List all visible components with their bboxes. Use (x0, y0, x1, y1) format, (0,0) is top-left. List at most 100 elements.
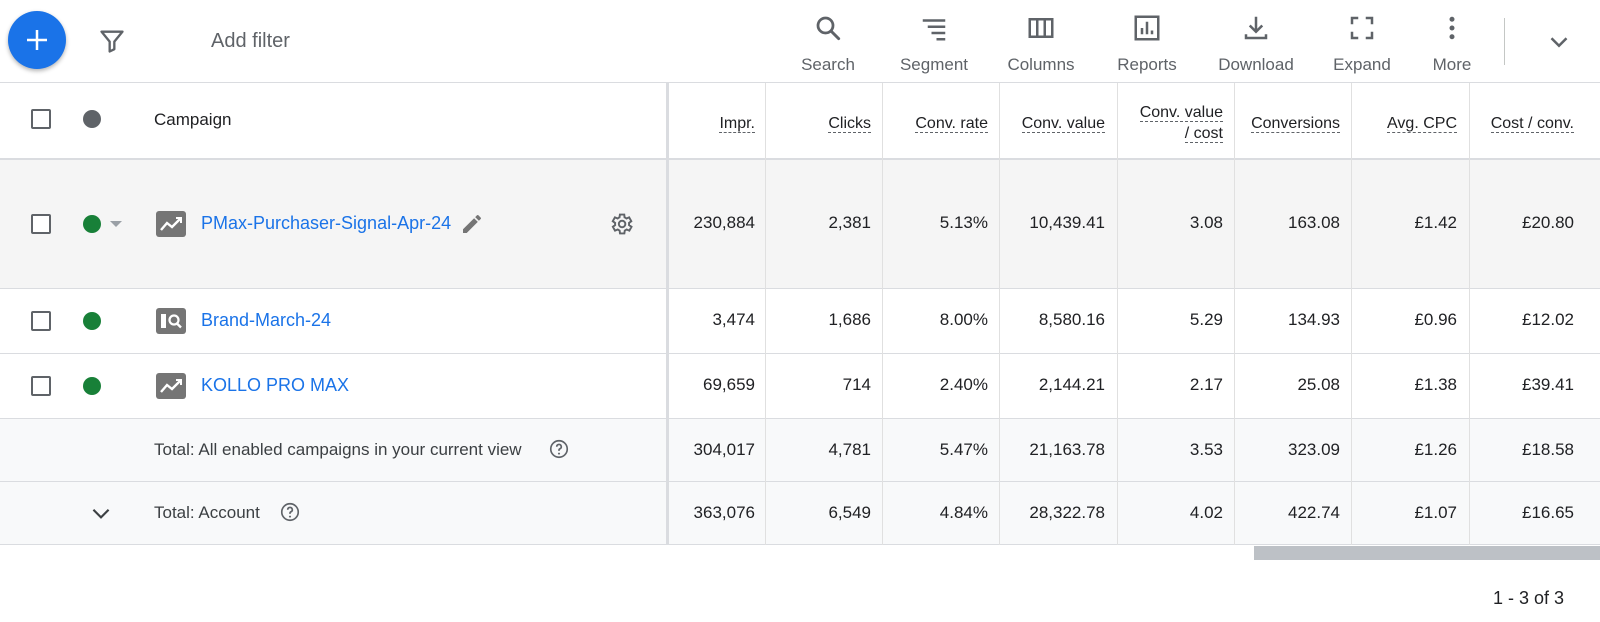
status-header-dot[interactable] (83, 110, 101, 128)
columns-tool-label: Columns (1007, 55, 1075, 74)
cell-conv-value-cost: 2.17 (1189, 375, 1223, 394)
column-header-avg-cpc[interactable]: Avg. CPC (1387, 115, 1457, 133)
cell-clicks: 2,381 (828, 213, 871, 232)
cell-conv-rate: 5.13% (939, 213, 988, 232)
cell-conversions: 422.74 (1288, 503, 1340, 522)
campaign-link[interactable]: PMax-Purchaser-Signal-Apr-24 (201, 213, 452, 233)
columns-icon (1028, 18, 1054, 38)
segment-tool-button[interactable]: Segment (888, 10, 980, 76)
cell-impr: 3,474 (712, 310, 755, 329)
table-row: PMax-Purchaser-Signal-Apr-24 230,884 2,3… (0, 160, 1600, 289)
caret-down-icon[interactable] (108, 219, 124, 229)
download-tool-button[interactable]: Download (1210, 10, 1302, 76)
cell-conv-value-cost: 4.02 (1189, 503, 1223, 522)
more-vert-icon (1449, 16, 1455, 40)
cell-conv-rate: 4.84% (939, 503, 988, 522)
download-tool-label: Download (1218, 55, 1294, 74)
status-enabled-dot[interactable] (83, 312, 101, 330)
toolbar-divider (1504, 18, 1505, 65)
campaign-column-header[interactable]: Campaign (154, 110, 232, 129)
more-tool-button[interactable]: More (1406, 10, 1498, 76)
help-icon[interactable] (548, 438, 570, 460)
column-divider (1234, 83, 1235, 545)
row-checkbox[interactable] (31, 376, 51, 396)
total-row-current-view: Total: All enabled campaigns in your cur… (0, 419, 1600, 482)
gear-icon[interactable] (608, 211, 634, 237)
segment-tool-label: Segment (899, 55, 969, 74)
row-checkbox[interactable] (31, 214, 51, 234)
column-header-clicks[interactable]: Clicks (828, 115, 871, 133)
create-button[interactable] (8, 11, 66, 69)
cell-cost-per-conv: £16.65 (1522, 503, 1574, 522)
cell-conv-value: 8,580.16 (1038, 310, 1105, 329)
cell-clicks: 1,686 (828, 310, 871, 329)
search-tool-button[interactable]: Search (782, 10, 874, 76)
column-header-impr[interactable]: Impr. (719, 115, 755, 133)
cell-avg-cpc: £1.26 (1414, 440, 1457, 459)
cell-avg-cpc: £1.07 (1414, 503, 1457, 522)
cell-avg-cpc: £0.96 (1414, 310, 1457, 329)
cell-cost-per-conv: £12.02 (1522, 310, 1574, 329)
table-row: KOLLO PRO MAX 69,659 714 2.40% 2,144.21 … (0, 354, 1600, 419)
segment-icon (922, 19, 946, 41)
reports-icon (1134, 15, 1160, 41)
status-enabled-dot[interactable] (83, 377, 101, 395)
total-row-account: Total: Account 363,076 6,549 4.84% 28,32… (0, 482, 1600, 545)
status-enabled-dot[interactable] (83, 215, 101, 233)
scrollbar-thumb[interactable] (1254, 546, 1600, 560)
column-divider (765, 83, 766, 545)
search-tool-label: Search (801, 55, 855, 74)
reports-tool-label: Reports (1117, 55, 1177, 74)
cell-impr: 304,017 (693, 440, 755, 459)
campaign-link[interactable]: KOLLO PRO MAX (201, 375, 350, 395)
frozen-column-divider[interactable] (666, 83, 669, 545)
total-label: Total: Account (154, 503, 260, 522)
expand-tool-label: Expand (1333, 55, 1391, 74)
cell-conversions: 323.09 (1288, 440, 1340, 459)
expand-tool-button[interactable]: Expand (1316, 10, 1408, 76)
column-divider (1351, 83, 1352, 545)
pencil-icon[interactable] (460, 212, 484, 236)
column-header-conv-value-cost[interactable]: Conv. value / cost (1139, 104, 1223, 143)
row-checkbox[interactable] (31, 311, 51, 331)
cell-impr: 363,076 (693, 503, 755, 522)
cell-cost-per-conv: £20.80 (1522, 213, 1574, 232)
column-header-conversions[interactable]: Conversions (1251, 115, 1340, 133)
cell-conv-value-cost: 3.08 (1189, 213, 1223, 232)
cell-conv-value: 10,439.41 (1029, 213, 1105, 232)
plus-icon (27, 30, 47, 50)
column-header-cost-per-conv[interactable]: Cost / conv. (1490, 115, 1574, 133)
cell-conversions: 134.93 (1288, 310, 1340, 329)
cell-conv-value-cost: 3.53 (1189, 440, 1223, 459)
columns-tool-button[interactable]: Columns (995, 10, 1087, 76)
select-all-checkbox[interactable] (31, 109, 51, 129)
cell-conv-value: 28,322.78 (1029, 503, 1105, 522)
column-divider (882, 83, 883, 545)
chevron-down-icon[interactable] (88, 500, 114, 526)
column-divider (1469, 83, 1470, 545)
reports-tool-button[interactable]: Reports (1101, 10, 1193, 76)
filter-icon[interactable] (98, 27, 126, 55)
download-icon (1244, 16, 1268, 40)
column-divider (999, 83, 1000, 545)
column-header-conv-value[interactable]: Conv. value (1021, 115, 1105, 133)
cell-avg-cpc: £1.42 (1414, 213, 1457, 232)
cell-conv-rate: 5.47% (939, 440, 988, 459)
add-filter-button[interactable]: Add filter (211, 30, 290, 52)
cell-cost-per-conv: £39.41 (1522, 375, 1574, 394)
table-row: Brand-March-24 3,474 1,686 8.00% 8,580.1… (0, 289, 1600, 354)
help-icon[interactable] (279, 501, 301, 523)
cell-clicks: 6,549 (828, 503, 871, 522)
cell-avg-cpc: £1.38 (1414, 375, 1457, 394)
horizontal-scrollbar[interactable] (0, 546, 1600, 560)
chevron-down-icon[interactable] (1544, 27, 1574, 57)
campaign-link[interactable]: Brand-March-24 (201, 310, 332, 330)
column-header-conv-rate[interactable]: Conv. rate (915, 115, 988, 133)
cell-conv-value: 2,144.21 (1038, 375, 1105, 394)
cell-conversions: 25.08 (1297, 375, 1340, 394)
performance-max-icon (156, 211, 186, 237)
table-header-row: Campaign Impr. Clicks Conv. rate Conv. v… (0, 83, 1600, 160)
column-divider (1117, 83, 1118, 545)
expand-icon (1350, 16, 1374, 40)
cell-clicks: 714 (842, 375, 871, 394)
